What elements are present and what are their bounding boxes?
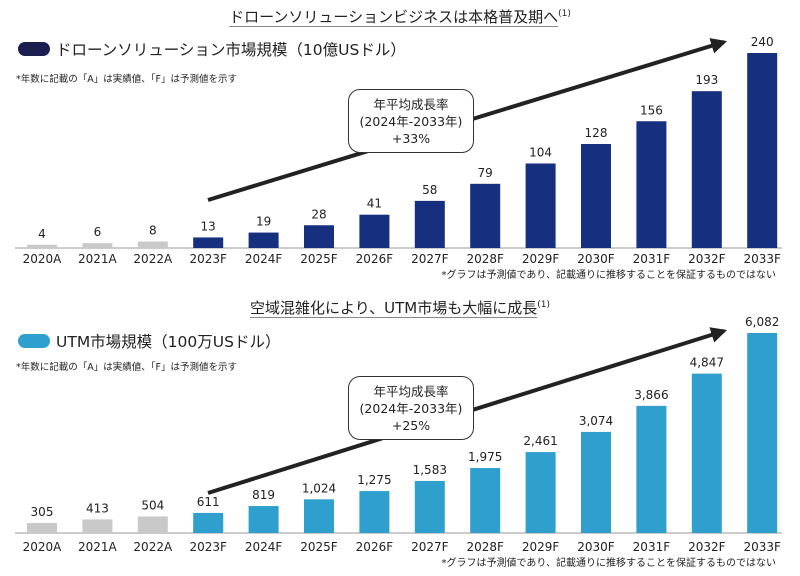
bar-2020A xyxy=(27,522,57,533)
bar-2030F xyxy=(581,431,611,533)
chart1-legend: ドローンソリューション市場規模（10億USドル） xyxy=(18,38,406,60)
x-tick-label: 2033F xyxy=(743,252,781,266)
bar-2020A xyxy=(27,244,57,248)
x-tick-label: 2032F xyxy=(688,252,726,266)
bar-2027F xyxy=(414,480,445,533)
x-tick-label: 2027F xyxy=(411,252,449,266)
bar-2029F xyxy=(525,452,556,533)
data-label: 1,024 xyxy=(302,481,336,495)
chart2-cagr-callout: 年平均成長率 (2024年-2033年) +25% xyxy=(348,376,474,440)
x-tick-label: 2024F xyxy=(245,252,283,266)
bar-2026F xyxy=(359,491,390,533)
data-label: 1,275 xyxy=(357,473,391,487)
bar-2031F xyxy=(636,405,667,533)
x-tick-label: 2033F xyxy=(743,540,781,554)
bar-2022A xyxy=(137,241,168,248)
x-tick-label: 2032F xyxy=(688,540,726,554)
chart2-note: *年数に記載の「A」は実績値、「F」は予測値を示す xyxy=(16,362,237,373)
bar-2033F xyxy=(747,333,778,533)
legend-swatch xyxy=(18,334,50,348)
data-label: 504 xyxy=(141,498,164,512)
x-tick-label: 2025F xyxy=(300,540,338,554)
data-label: 58 xyxy=(422,183,437,197)
data-label: 79 xyxy=(478,166,493,180)
x-tick-label: 2026F xyxy=(356,540,394,554)
x-tick-label: 2029F xyxy=(522,252,560,266)
chart1-footnote: *グラフは予測値であり、記載通りに推移することを保証するものではない xyxy=(441,270,777,281)
data-label: 4 xyxy=(38,227,46,241)
x-tick-label: 2020A xyxy=(23,252,63,266)
data-label: 1,975 xyxy=(468,450,502,464)
bar-2022A xyxy=(137,516,168,533)
bar-2031F xyxy=(636,121,667,248)
x-tick-label: 2028F xyxy=(466,540,504,554)
bar-2029F xyxy=(525,163,556,248)
data-label: 819 xyxy=(252,488,275,502)
data-label: 305 xyxy=(31,505,54,519)
bar-2025F xyxy=(304,499,334,533)
bar-2024F xyxy=(248,232,279,248)
data-label: 2,461 xyxy=(523,434,557,448)
data-label: 104 xyxy=(529,146,552,160)
bar-2032F xyxy=(691,91,722,248)
x-tick-label: 2023F xyxy=(189,252,227,266)
data-label: 3,074 xyxy=(579,414,613,428)
x-tick-label: 2024F xyxy=(245,540,283,554)
data-label: 1,583 xyxy=(413,463,447,477)
chart2-footnote: *グラフは予測値であり、記載通りに推移することを保証するものではない xyxy=(441,558,777,569)
data-label: 413 xyxy=(86,501,109,515)
chart1-note: *年数に記載の「A」は実績値、「F」は予測値を示す xyxy=(16,74,237,85)
data-label: 4,847 xyxy=(690,356,724,370)
chart1-cagr-callout: 年平均成長率 (2024年-2033年) +33% xyxy=(348,89,474,153)
chart1-title: ドローンソリューションビジネスは本格普及期へ(1) xyxy=(229,8,571,26)
data-label: 193 xyxy=(695,73,718,87)
x-tick-label: 2022A xyxy=(133,540,173,554)
chart2-title: 空域混雑化により、UTM市場も大幅に成長(1) xyxy=(250,299,550,317)
data-label: 8 xyxy=(149,224,157,238)
x-tick-label: 2030F xyxy=(577,540,615,554)
x-tick-label: 2031F xyxy=(633,252,671,266)
x-tick-label: 2026F xyxy=(356,252,394,266)
x-tick-label: 2028F xyxy=(466,252,504,266)
data-label: 3,866 xyxy=(634,388,668,402)
data-label: 41 xyxy=(367,197,382,211)
x-tick-label: 2027F xyxy=(411,540,449,554)
bar-2023F xyxy=(193,237,224,248)
x-tick-label: 2023F xyxy=(189,540,227,554)
bar-2027F xyxy=(414,200,445,248)
chart2-legend: UTM市場規模（100万USドル） xyxy=(18,330,280,352)
x-tick-label: 2031F xyxy=(633,540,671,554)
bar-2032F xyxy=(691,373,722,533)
data-label: 28 xyxy=(311,207,326,221)
bar-2033F xyxy=(747,53,778,248)
x-tick-label: 2021A xyxy=(78,540,118,554)
bar-2021A xyxy=(82,519,113,533)
bar-2028F xyxy=(470,468,501,533)
bar-2026F xyxy=(359,214,390,248)
legend-swatch xyxy=(18,42,50,56)
bar-2028F xyxy=(470,183,501,248)
x-tick-label: 2022A xyxy=(133,252,173,266)
x-tick-label: 2030F xyxy=(577,252,615,266)
x-tick-label: 2029F xyxy=(522,540,560,554)
data-label: 128 xyxy=(585,126,608,140)
bar-2023F xyxy=(193,512,224,533)
bar-2025F xyxy=(304,225,334,248)
data-label: 611 xyxy=(197,495,220,509)
data-label: 6 xyxy=(94,225,102,239)
x-tick-label: 2021A xyxy=(78,252,118,266)
data-label: 19 xyxy=(256,215,271,229)
data-label: 156 xyxy=(640,103,663,117)
data-label: 13 xyxy=(201,219,216,233)
bar-2021A xyxy=(82,243,113,248)
data-label: 6,082 xyxy=(745,315,779,329)
bar-2024F xyxy=(248,506,279,533)
x-tick-label: 2020A xyxy=(23,540,63,554)
bar-2030F xyxy=(581,144,611,248)
data-label: 240 xyxy=(751,35,774,49)
x-tick-label: 2025F xyxy=(300,252,338,266)
